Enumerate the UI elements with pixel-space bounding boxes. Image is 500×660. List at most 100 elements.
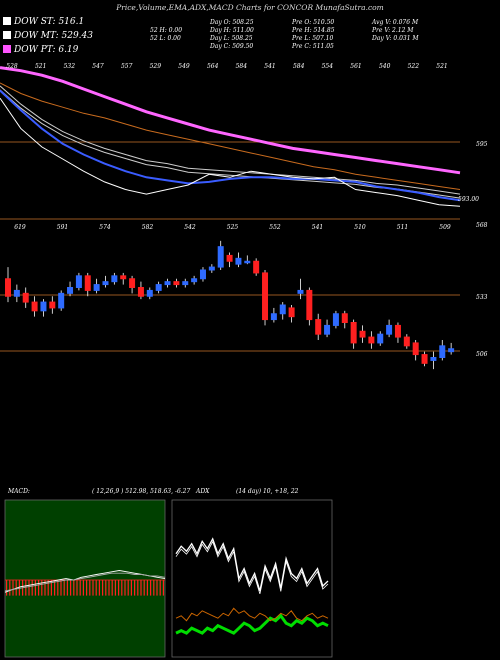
legend-dow-st-label: DOW ST: 516.1 (14, 17, 85, 27)
candle-body (173, 281, 180, 286)
macd-series-line (4, 572, 166, 592)
adx-series-line (175, 613, 329, 635)
ema-top-number: 549 (178, 63, 190, 70)
candle-body (341, 313, 348, 323)
candle-body (40, 301, 47, 312)
ema-series-line (0, 89, 461, 202)
ema-series-line (0, 66, 461, 175)
candle-body (270, 313, 277, 321)
candle-body (111, 275, 118, 283)
ema-bottom-number: 582 (142, 224, 154, 231)
candle-body (58, 292, 65, 309)
stat-pre-c: Pre C: 511.05 (292, 43, 334, 50)
adx-series-shadow (175, 540, 329, 595)
macd-series-line (4, 570, 166, 593)
stat-pre-o: Pre O: 510.50 (292, 19, 335, 26)
macd-panel (4, 499, 166, 658)
candle-body (368, 336, 375, 344)
candle-body (439, 345, 446, 359)
legend-swatch-icon (3, 31, 11, 39)
candle-right-label: 506 (476, 351, 488, 358)
candle-body (199, 269, 206, 280)
candle-body (412, 342, 419, 356)
ema-bottom-number: 511 (397, 224, 408, 231)
candle-body (315, 319, 322, 335)
candle-body (182, 281, 189, 286)
ema-price-tag: 593.00 (458, 196, 479, 203)
ema-top-number: 532 (64, 63, 76, 70)
candle-body (306, 289, 313, 321)
ema-series-line (0, 97, 461, 207)
candle-body (403, 336, 410, 347)
stat-52h: 52 H: 0.00 (150, 27, 183, 34)
candle-body (146, 289, 153, 297)
adx-series-line (175, 607, 329, 622)
candle-body (31, 301, 38, 312)
candle-body (164, 281, 171, 286)
stat-day-c: Day C: 509.50 (210, 43, 254, 50)
stat-day-l: Day L: 508.25 (210, 35, 253, 42)
adx-series-line (175, 537, 329, 592)
candle-body (102, 281, 109, 286)
ema-top-number: 521 (436, 63, 447, 70)
legend-dow-st: DOW ST: 516.1 (3, 17, 84, 27)
candle-body (350, 322, 357, 344)
candle-body (279, 304, 286, 315)
macd-label: MACD: (8, 488, 30, 495)
candle-body (67, 287, 74, 294)
candle-body (5, 278, 11, 297)
ema-bottom-number: 619 (14, 224, 26, 231)
candle-body (421, 354, 428, 364)
candle-body (324, 324, 331, 335)
ema-top-number: 564 (207, 63, 219, 70)
candle-body (430, 357, 437, 361)
ema-top-number: 541 (264, 63, 275, 70)
macd-values: ( 12,26,9 ) 512.98, 518.63, -6.27 (92, 488, 191, 495)
ema-series-line (0, 82, 461, 190)
macd-background (4, 499, 166, 658)
chart-title: Price,Volume,EMA,ADX,MACD Charts for CON… (116, 3, 384, 12)
ema-bottom-number: 574 (99, 224, 111, 231)
ema-bottom-number: 510 (354, 224, 366, 231)
candle-body (191, 278, 198, 283)
candle-body (359, 330, 366, 338)
ema-bottom-number: 552 (269, 224, 281, 231)
candle-body (394, 324, 401, 338)
ema-top-number: 557 (121, 63, 133, 70)
candle-right-label: 533 (476, 294, 488, 301)
legend-dow-mt: DOW MT: 529.43 (3, 31, 93, 41)
candle-body (262, 272, 269, 321)
candle-body (253, 260, 260, 274)
candle-body (75, 275, 82, 289)
stat-pre-h: Pre H: 514.85 (292, 27, 335, 34)
candle-body (297, 289, 304, 294)
ema-panel: 528 521 532 547 557 529 549 564 584 541 584 554 561 5… (0, 63, 488, 231)
candle-panel: 533 506 (0, 240, 488, 370)
ema-bottom-number: 541 (312, 224, 323, 231)
candle-body (84, 275, 91, 291)
candle-body (93, 284, 100, 291)
stat-day-o: Day O: 508.25 (210, 19, 254, 26)
stat-52l: 52 L: 0.00 (150, 35, 181, 42)
candle-body (386, 324, 393, 335)
candle-body (129, 278, 136, 288)
candle-body (235, 257, 242, 265)
candle-body (13, 289, 20, 297)
ema-top-number: 561 (350, 63, 361, 70)
ema-right-label: 595 (476, 141, 488, 148)
stat-day-v: Day V: 0.031 M (372, 35, 419, 42)
ema-top-number: 547 (92, 63, 104, 70)
ema-bottom-number: 509 (439, 224, 451, 231)
stat-pre-l: Pre L: 507.10 (292, 35, 334, 42)
adx-label: ADX (196, 488, 210, 495)
candle-body (244, 260, 251, 264)
ema-top-number: 554 (322, 63, 334, 70)
adx-panel (171, 499, 333, 658)
candle-body (22, 292, 29, 303)
legend-swatch-icon (3, 17, 11, 25)
ema-bottom-number: 591 (57, 224, 68, 231)
ema-corner-label: 568 (476, 222, 488, 229)
candle-body (226, 254, 233, 262)
candle-body (332, 313, 339, 326)
